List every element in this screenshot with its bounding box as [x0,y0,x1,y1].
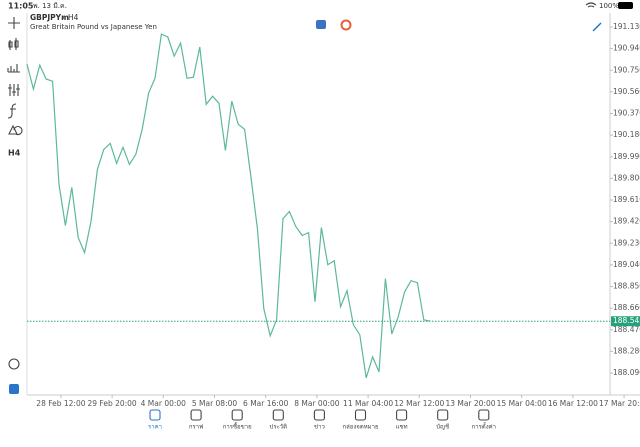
current-price-label: 188.545 [613,316,640,325]
x-tick-label: 8 Mar 00:00 [294,399,340,408]
y-tick-label: 189.990 [613,152,640,161]
x-tick-label: 13 Mar 20:00 [445,399,495,408]
tab-label[interactable]: ราคา [148,424,162,431]
tab-icon[interactable] [437,409,449,421]
symbol-description: Great Britain Pound vs Japanese Yen [30,23,157,31]
tab-label[interactable]: กล่องจดหมาย [342,424,378,431]
y-tick-label: 189.230 [613,238,640,247]
tab-label[interactable]: ข่าว [314,424,325,431]
battery-icon [618,2,633,9]
price-line [26,33,431,379]
timeframe-button[interactable]: H4 [8,149,21,158]
x-tick-label: 5 Mar 08:00 [192,399,238,408]
timeframe: H4 [68,13,79,22]
y-tick-label: 190.750 [613,65,640,74]
y-tick-label: 188.090 [613,368,640,377]
current-price-box [611,316,640,327]
tab-icon[interactable] [190,409,202,421]
objects-tool[interactable] [8,124,23,136]
one-click-trading[interactable] [316,20,326,29]
y-tick-label: 190.560 [613,87,640,96]
left-toolbar: H4 [7,17,23,394]
y-tick-label: 189.610 [613,195,640,204]
x-tick-label: 6 Mar 16:00 [243,399,289,408]
settings-tool[interactable] [8,84,20,96]
trade-button[interactable] [9,384,19,394]
y-tick-label: 188.470 [613,325,640,334]
zoom-tool[interactable] [8,358,20,370]
x-tick-label: 11 Mar 04:00 [343,399,393,408]
y-tick-label: 188.660 [613,303,640,312]
wifi-icon [585,2,597,8]
x-tick-label: 12 Mar 12:00 [394,399,444,408]
signals-icon[interactable] [340,19,352,31]
x-tick-label: 28 Feb 12:00 [36,399,85,408]
tab-bar: ราคา กราฟ การซื้อขาย ประวัติ ข่าว กล่องจดหมาย… [148,409,496,431]
x-tick-label: 15 Mar 04:00 [497,399,547,408]
x-tick-label: 16 Mar 12:00 [548,399,598,408]
y-tick-label: 189.800 [613,173,640,182]
y-tick-label: 190.180 [613,130,640,139]
tab-icon[interactable] [396,409,408,421]
tab-icon[interactable] [354,409,367,421]
function-tool[interactable] [7,103,17,119]
y-tick-label: 190.370 [613,109,640,118]
tab-label[interactable]: บัญชี [436,423,449,431]
y-tick-label: 190.940 [613,44,640,53]
tab-label[interactable]: การตั้งค่า [472,421,496,431]
x-tick-label: 29 Feb 20:00 [88,399,137,408]
battery-level: 100% [599,2,619,10]
y-tick-label: 189.040 [613,260,640,269]
y-tick-label: 189.420 [613,217,640,226]
tab-icon[interactable] [313,409,325,421]
chart-type-tool[interactable] [8,38,19,50]
tab-icon[interactable] [149,409,161,421]
y-tick-label: 191.130 [613,22,640,31]
status-date: พ. 13 มี.ค. [33,2,67,10]
symbol[interactable]: GBPJPYm [30,13,69,22]
status-time: 11:05 [8,2,34,11]
tab-label[interactable]: แชท [396,424,408,431]
y-tick-label: 188.850 [613,282,640,291]
x-tick-label: 4 Mar 00:00 [141,399,187,408]
tab-icon[interactable] [272,409,284,421]
crosshair-tool[interactable] [8,17,20,29]
x-tick-label: 17 Mar 20:00 [599,399,640,408]
tab-label[interactable]: กราฟ [189,424,203,431]
y-tick-label: 188.280 [613,346,640,355]
indicators-tool[interactable] [7,64,20,73]
tab-label[interactable]: การซื้อขาย [223,421,252,431]
plot: 191.130 190.940 190.750 190.560 190.370 190.1… [26,22,640,408]
tab-label[interactable]: ประวัติ [270,424,288,431]
drawing-tool[interactable] [592,22,602,32]
tab-icon[interactable] [231,409,243,421]
tab-icon[interactable] [478,409,490,421]
separator [62,16,66,20]
